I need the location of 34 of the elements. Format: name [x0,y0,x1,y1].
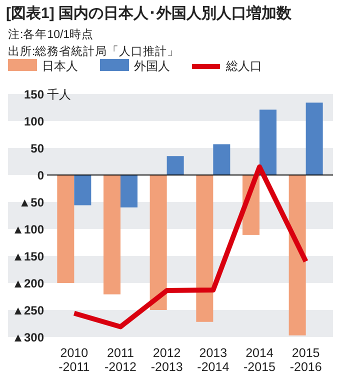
x-tick-label: 2012 -2013 [150,346,183,374]
legend-label: 総人口 [225,59,262,73]
x-tick-label: 2015 -2016 [290,346,322,374]
text: 出所:総務省統計局「人口推計」 [8,44,180,58]
text: 注:各年10/1時点 [8,27,94,41]
x-tick-label: 2010 -2011 [58,346,90,374]
y-tick-label: ▲250 [12,304,44,318]
bar [57,175,74,283]
y-tick-label: 150 [24,88,44,102]
y-tick-label: ▲100 [12,222,44,236]
y-tick-label: ▲200 [12,276,44,290]
bar [260,110,276,175]
y-axis-title: 千人 [47,88,71,102]
x-tick-label: 2013 -2014 [197,346,230,374]
legend-label: 外国人 [134,59,170,73]
y-tick-label: ▲150 [12,250,44,264]
y-tick-label: 0 [37,168,44,182]
bar [150,175,167,310]
y-tick-label: 100 [24,114,44,128]
bar [196,175,214,322]
bar [104,175,120,294]
y-tick-label: 50 [30,142,44,156]
bar [213,144,230,175]
legend-label: 日本人 [42,59,78,73]
x-tick-label: 2011 -2012 [104,346,137,374]
bar [288,175,306,336]
y-tick-label: ▲300 [12,330,44,344]
chart-title: [図表1] 国内の日本人･外国人別人口増加数 [6,4,292,22]
x-tick-label: 2014 -2015 [244,346,276,374]
bar [166,156,184,175]
bar [306,102,323,175]
bar [74,175,92,206]
y-tick-label: ▲50 [18,196,44,210]
bar [120,175,138,208]
